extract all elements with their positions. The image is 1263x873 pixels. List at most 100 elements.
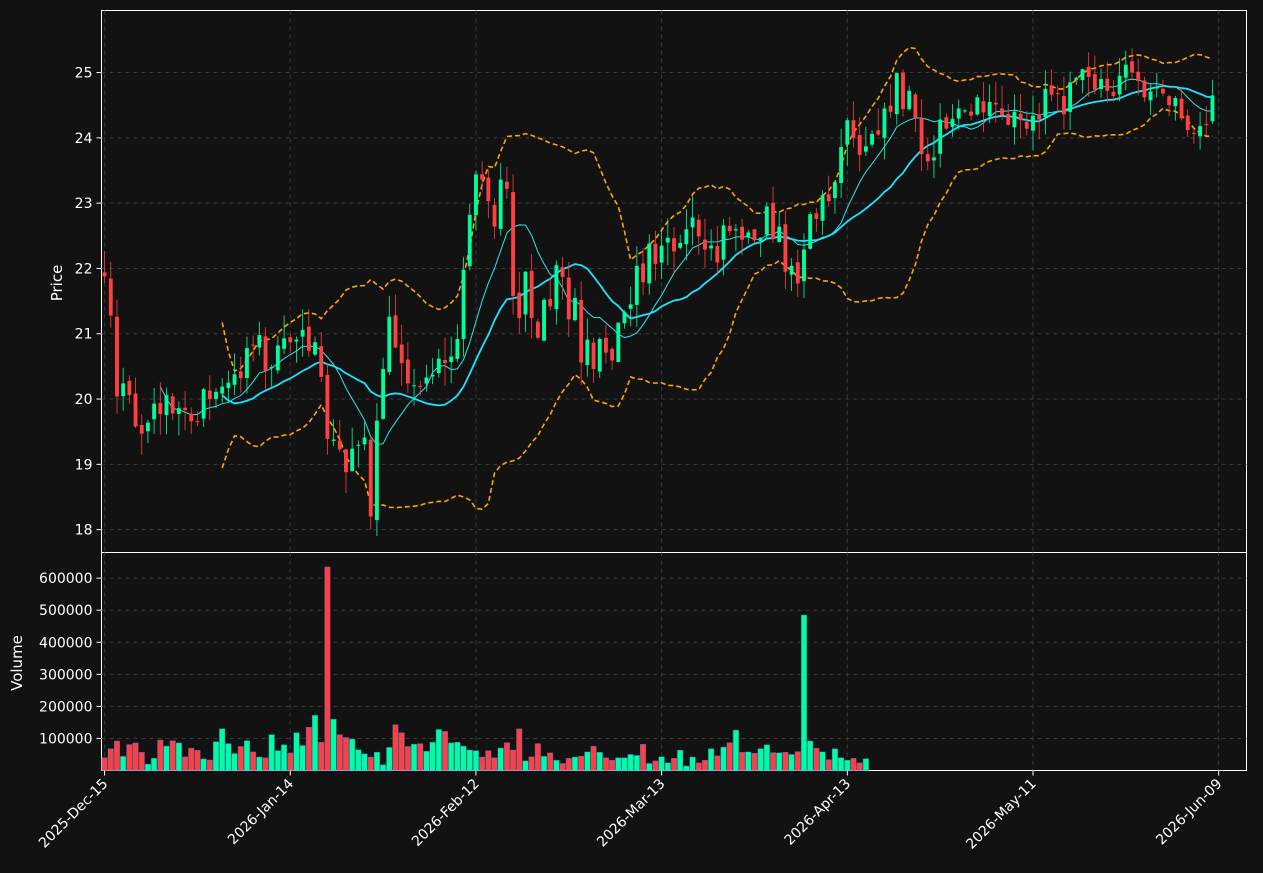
candle-body (511, 192, 515, 296)
volume-bar (429, 742, 436, 771)
candle-body (405, 359, 410, 384)
bollinger-upper-line (221, 46, 1213, 373)
volume-tick-label: 300000 (39, 667, 92, 683)
volume-bar (590, 745, 597, 771)
candle-body (566, 277, 571, 320)
volume-bar (175, 742, 182, 771)
candle-body (263, 336, 268, 371)
candle-body (387, 316, 392, 373)
volume-bar (225, 743, 232, 771)
candle-body (740, 226, 744, 240)
candle-body (752, 229, 757, 241)
volume-bar (677, 750, 684, 771)
volume-bar (602, 757, 609, 771)
price-tick-label: 19 (75, 457, 93, 473)
candle-body (604, 337, 608, 353)
volume-tick-label: 400000 (39, 635, 92, 651)
candle-body (907, 90, 912, 110)
volume-bar (578, 755, 585, 771)
volume-axis-label: Volume (8, 635, 26, 691)
price-panel: 18 19 20 21 22 23 24 25 Price (48, 10, 1247, 553)
volume-bar (534, 743, 541, 771)
volume-bar (720, 746, 727, 771)
volume-bar (850, 758, 857, 771)
candle-body (1136, 71, 1141, 82)
candle-body (746, 232, 751, 237)
volume-bar (380, 764, 387, 771)
candle-body (486, 177, 491, 202)
volume-bar (788, 754, 795, 771)
volume-bar (528, 756, 535, 771)
volume-plot-area (101, 552, 1247, 771)
volume-bar (621, 757, 628, 771)
candle-body (585, 339, 590, 366)
candle-body (399, 344, 404, 364)
volume-bar (200, 758, 207, 771)
candle-body (802, 249, 806, 282)
volume-bar (423, 751, 430, 771)
volume-bar (361, 753, 368, 771)
volume-bar (510, 749, 517, 771)
volume-bar (132, 742, 139, 771)
price-tick-label: 23 (75, 196, 93, 212)
volume-y-ticks: 100000 200000 300000 400000 500000 600000 (39, 571, 102, 747)
candle-body (616, 322, 621, 362)
volume-bar (281, 744, 288, 771)
volume-bar (714, 755, 721, 771)
candle-body (523, 271, 528, 315)
volume-bar (503, 742, 510, 771)
candle-body (331, 439, 336, 441)
candle-body (424, 377, 429, 384)
volume-bar (472, 750, 479, 771)
volume-bar (708, 748, 715, 771)
candle-body (195, 421, 200, 423)
candle-body (548, 298, 553, 307)
candle-body (993, 102, 998, 105)
candle-body (579, 299, 584, 363)
candle-body (1062, 96, 1066, 115)
volume-bar (757, 748, 764, 771)
volume-bar (627, 754, 634, 771)
candle-body (672, 238, 676, 252)
candle-body (591, 342, 596, 370)
candle-body (932, 157, 936, 161)
volume-bar (182, 756, 189, 771)
volume-bar (831, 748, 838, 771)
candle-body (622, 312, 627, 324)
volume-bar (479, 756, 486, 771)
candle-body (461, 269, 466, 339)
candle-body (498, 179, 503, 229)
candle-body (981, 101, 986, 113)
candle-body (1191, 132, 1196, 134)
candle-body (641, 263, 645, 283)
candle-body (1018, 113, 1023, 121)
candle-body (201, 389, 206, 419)
volume-bar (417, 743, 424, 771)
candle-body (455, 338, 460, 359)
candle-body (393, 315, 398, 348)
volume-bar (695, 762, 702, 771)
volume-bar (770, 752, 777, 771)
candle-body (894, 73, 899, 115)
volume-bar (330, 719, 337, 771)
candle-body (733, 229, 738, 231)
candle-body (127, 380, 132, 396)
volume-bar (565, 758, 572, 771)
candle-body (783, 224, 788, 272)
volume-bar (794, 751, 801, 771)
volume-bar (386, 747, 393, 771)
candle-body (1099, 79, 1103, 90)
candle-body (727, 225, 732, 232)
volume-tick-label: 600000 (39, 571, 92, 587)
volume-bar (305, 727, 312, 771)
volume-bar (144, 763, 151, 771)
candle-body (288, 337, 293, 343)
candle-body (1068, 82, 1073, 112)
volume-grid (101, 552, 1247, 771)
volume-bar (157, 739, 164, 771)
candle-body (1037, 114, 1042, 120)
volume-bar (658, 756, 665, 771)
volume-bar (324, 566, 331, 771)
volume-bar (466, 749, 473, 771)
candle-body (1154, 87, 1159, 89)
